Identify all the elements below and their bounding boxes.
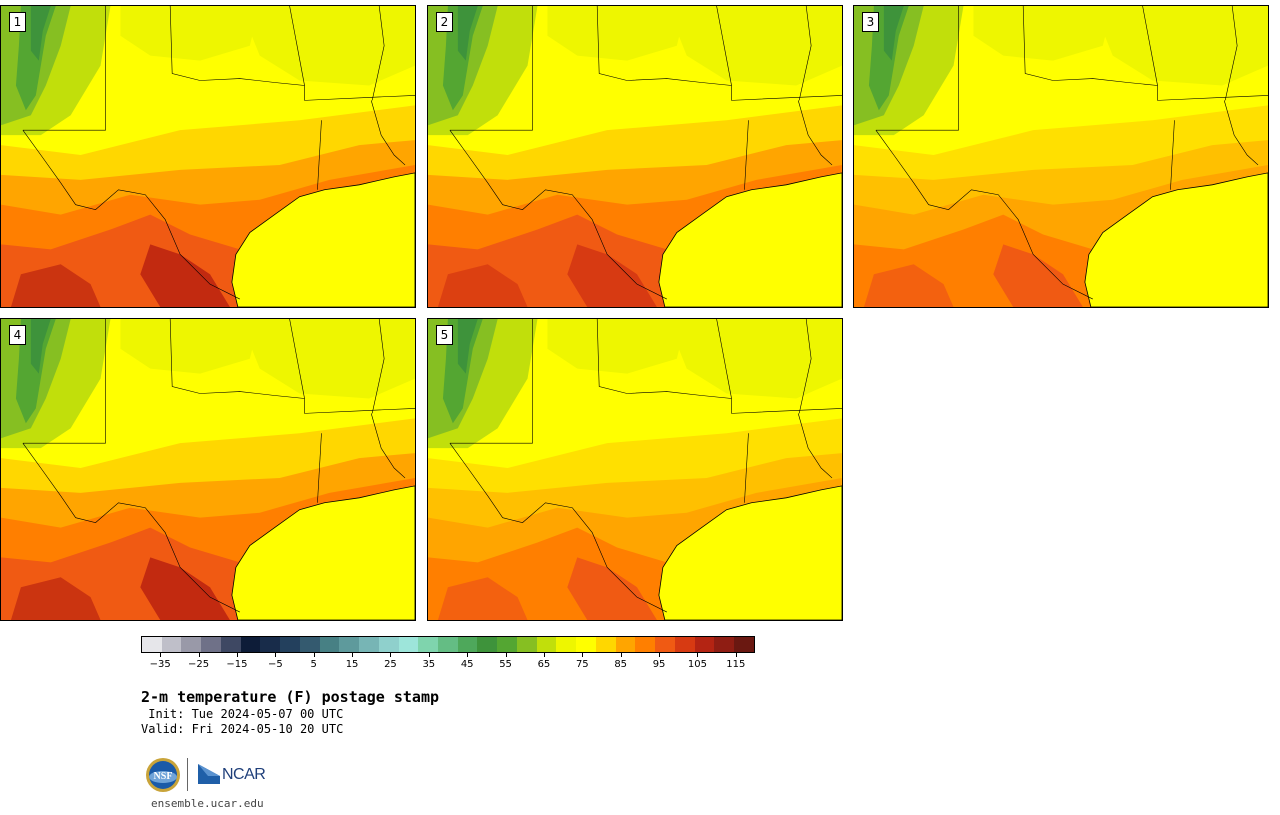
colorbar-swatch: [398, 637, 419, 652]
colorbar-tick: [160, 653, 162, 657]
colorbar-tick-label: 5: [310, 659, 317, 670]
colorbar-swatch: [615, 637, 636, 652]
colorbar-swatch: [438, 637, 458, 652]
colorbar-swatch: [181, 637, 202, 652]
svg-text:NSF: NSF: [154, 771, 173, 782]
temperature-map: [854, 6, 1268, 307]
colorbar-tick: [467, 653, 469, 657]
ncar-logo-icon: [198, 764, 220, 784]
colorbar-swatch: [240, 637, 261, 652]
colorbar-tick: [275, 653, 277, 657]
colorbar-tick-label: −15: [226, 659, 248, 670]
colorbar-tick: [735, 653, 737, 657]
colorbar-tick-label: 95: [652, 659, 666, 670]
colorbar-tick: [543, 653, 545, 657]
colorbar-swatch: [635, 637, 656, 652]
colorbar-swatch: [655, 637, 675, 652]
temperature-map: [428, 6, 842, 307]
colorbar-swatch: [576, 637, 596, 652]
member-label: 2: [436, 12, 453, 32]
site-url: ensemble.ucar.edu: [151, 797, 264, 810]
colorbar-swatch: [556, 637, 577, 652]
valid-time: Valid: Fri 2024-05-10 20 UTC: [141, 722, 344, 736]
temperature-map: [1, 6, 415, 307]
colorbar-tick: [659, 653, 661, 657]
member-label: 3: [862, 12, 879, 32]
member-label: 5: [436, 325, 453, 345]
colorbar-tick: [697, 653, 699, 657]
colorbar-swatch: [595, 637, 616, 652]
colorbar-swatch: [142, 637, 162, 652]
colorbar-swatch: [477, 637, 498, 652]
colorbar-swatch: [299, 637, 320, 652]
colorbar-swatch: [161, 637, 182, 652]
colorbar-swatch: [378, 637, 399, 652]
colorbar-swatch: [339, 637, 360, 652]
colorbar-swatch: [714, 637, 735, 652]
colorbar-tick-label: 15: [345, 659, 359, 670]
member-label: 4: [9, 325, 26, 345]
ensemble-member-panel-3: 3: [853, 5, 1269, 308]
colorbar-tick-label: 65: [537, 659, 551, 670]
colorbar-swatch: [220, 637, 241, 652]
colorbar-tick: [313, 653, 315, 657]
member-label: 1: [9, 12, 26, 32]
temperature-map: [1, 319, 415, 620]
colorbar-swatch: [536, 637, 557, 652]
colorbar-swatch: [418, 637, 439, 652]
colorbar-swatch: [260, 637, 281, 652]
colorbar-tick: [620, 653, 622, 657]
colorbar-tick-label: 75: [575, 659, 589, 670]
colorbar-tick-label: 105: [687, 659, 707, 670]
colorbar-tick-label: 85: [614, 659, 628, 670]
temperature-colorbar: [141, 636, 755, 653]
colorbar-swatch: [457, 637, 478, 652]
init-time: Init: Tue 2024-05-07 00 UTC: [141, 707, 344, 721]
product-title: 2-m temperature (F) postage stamp: [141, 688, 440, 706]
colorbar-tick: [390, 653, 392, 657]
ensemble-member-panel-1: 1: [0, 5, 416, 308]
colorbar-swatch: [694, 637, 715, 652]
temperature-map: [428, 319, 842, 620]
ensemble-member-panel-5: 5: [427, 318, 843, 621]
ncar-wordmark: NCAR: [222, 766, 266, 783]
nsf-logo-icon: NSF: [146, 758, 180, 792]
colorbar-tick-label: −5: [267, 659, 283, 670]
colorbar-swatch: [674, 637, 695, 652]
colorbar-swatch: [201, 637, 221, 652]
colorbar-tick-label: −25: [188, 659, 210, 670]
colorbar-swatch: [516, 637, 537, 652]
colorbar-tick-label: 115: [726, 659, 746, 670]
colorbar-swatch: [359, 637, 379, 652]
colorbar-tick-label: −35: [149, 659, 171, 670]
ensemble-member-panel-2: 2: [427, 5, 843, 308]
colorbar-tick: [236, 653, 238, 657]
colorbar-tick: [505, 653, 507, 657]
colorbar-tick: [352, 653, 354, 657]
colorbar-tick-label: 45: [460, 659, 474, 670]
colorbar-tick: [198, 653, 200, 657]
colorbar-tick: [428, 653, 430, 657]
colorbar-swatch: [280, 637, 300, 652]
colorbar-tick-label: 35: [422, 659, 436, 670]
logo-divider: [187, 758, 188, 791]
colorbar-swatch: [734, 637, 754, 652]
colorbar-tick-label: 55: [499, 659, 512, 670]
ensemble-member-panel-4: 4: [0, 318, 416, 621]
colorbar-ticks: −35 −25 −15 −5 5 15 25 35 45 55 65 75 85 95 105 115: [141, 653, 755, 673]
colorbar-swatch: [319, 637, 340, 652]
colorbar-swatch: [497, 637, 517, 652]
colorbar-tick: [582, 653, 584, 657]
colorbar-tick-label: 25: [384, 659, 397, 670]
